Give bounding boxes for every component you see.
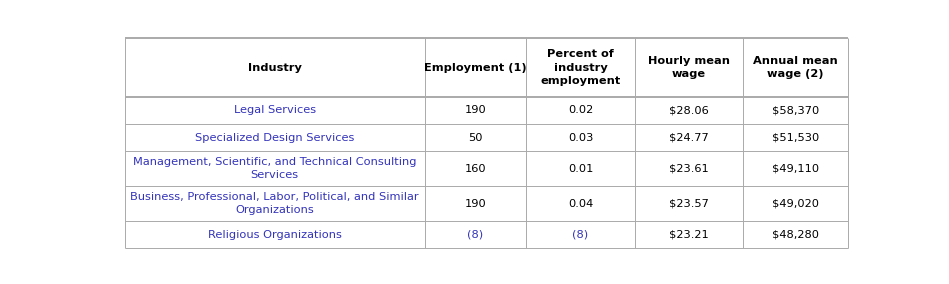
Text: (8): (8) [468, 230, 484, 240]
Text: Percent of
industry
employment: Percent of industry employment [540, 49, 621, 86]
Text: 0.01: 0.01 [568, 164, 593, 174]
Text: $23.61: $23.61 [669, 164, 709, 174]
Text: 190: 190 [465, 105, 487, 115]
Text: 50: 50 [468, 133, 483, 143]
Text: 190: 190 [465, 199, 487, 209]
Text: $48,280: $48,280 [772, 230, 819, 240]
Text: Management, Scientific, and Technical Consulting
Services: Management, Scientific, and Technical Co… [133, 157, 417, 180]
Text: Hourly mean
wage: Hourly mean wage [648, 56, 730, 79]
Text: $24.77: $24.77 [669, 133, 709, 143]
Text: Legal Services: Legal Services [233, 105, 316, 115]
Text: (8): (8) [572, 230, 588, 240]
Text: $51,530: $51,530 [772, 133, 819, 143]
Text: 0.02: 0.02 [568, 105, 593, 115]
Text: $58,370: $58,370 [772, 105, 819, 115]
Text: 160: 160 [465, 164, 486, 174]
Text: Specialized Design Services: Specialized Design Services [195, 133, 354, 143]
Text: 0.03: 0.03 [568, 133, 593, 143]
Text: $49,110: $49,110 [772, 164, 819, 174]
Text: Business, Professional, Labor, Political, and Similar
Organizations: Business, Professional, Labor, Political… [130, 192, 419, 215]
Text: $49,020: $49,020 [772, 199, 819, 209]
Text: Religious Organizations: Religious Organizations [208, 230, 342, 240]
Text: Industry: Industry [248, 62, 302, 73]
Text: Employment (1): Employment (1) [424, 62, 527, 73]
Text: Annual mean
wage (2): Annual mean wage (2) [754, 56, 838, 79]
Text: $28.06: $28.06 [669, 105, 709, 115]
Text: $23.21: $23.21 [669, 230, 709, 240]
Text: $23.57: $23.57 [669, 199, 709, 209]
Text: 0.04: 0.04 [568, 199, 593, 209]
